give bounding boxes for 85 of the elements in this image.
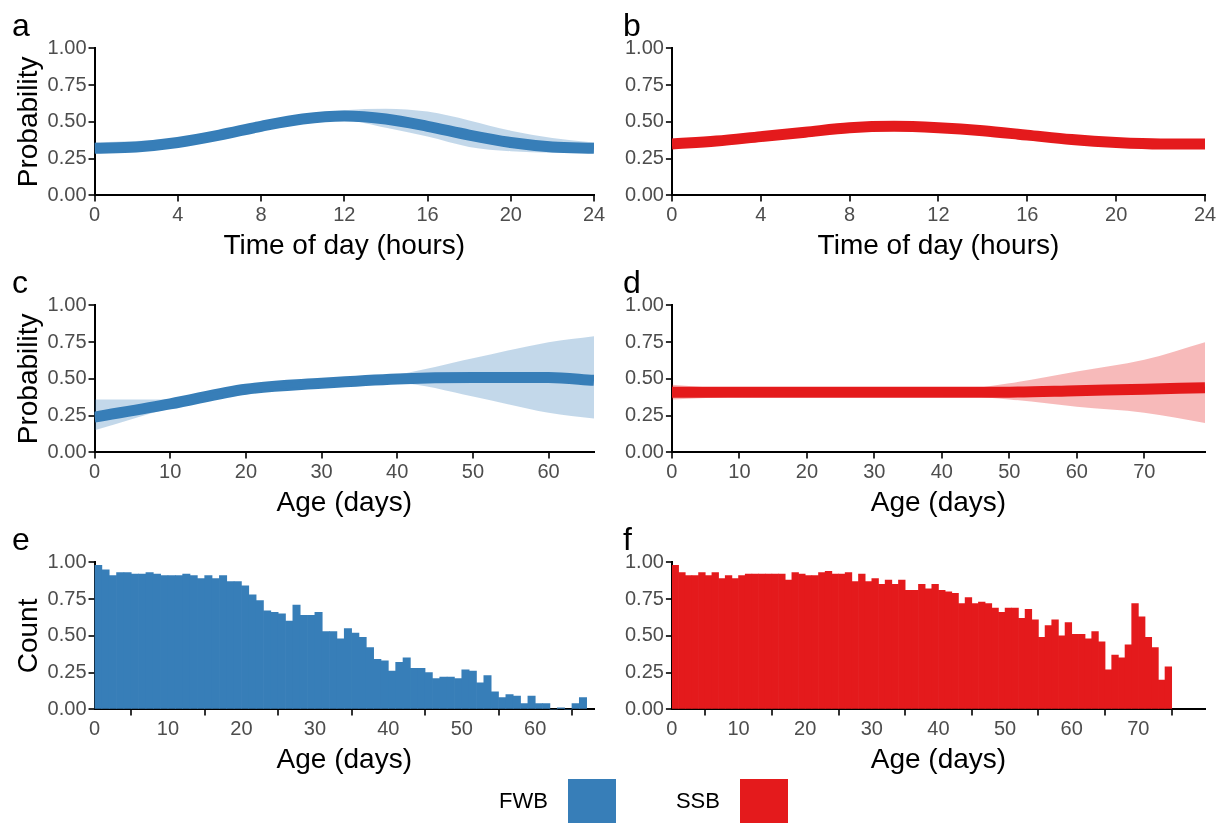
y-tick-label: 1.00 [47, 292, 87, 315]
y-tick-label: 0.75 [624, 329, 664, 352]
x-tick-label: 30 [860, 716, 883, 739]
x-tick-label: 16 [1016, 202, 1039, 225]
y-tick-label: 0.50 [624, 109, 664, 132]
x-tick-label: 40 [930, 459, 953, 482]
x-tick-label: 70 [1133, 459, 1156, 482]
x-tick-label: 10 [728, 459, 751, 482]
x-tick-label: 4 [755, 202, 767, 225]
y-tick-label: 0.00 [47, 182, 87, 205]
y-tick-label: 0.75 [47, 586, 87, 609]
x-tick-label: 20 [794, 716, 817, 739]
y-tick-label: 0.25 [47, 660, 87, 683]
x-tick-label: 20 [499, 202, 522, 225]
y-tick-label: 0.50 [624, 366, 664, 389]
x-tick-label: 30 [863, 459, 886, 482]
legend-label: FWB [499, 788, 548, 814]
x-tick-label: 60 [537, 459, 560, 482]
y-tick-label: 0.50 [47, 366, 87, 389]
x-tick-label: 16 [416, 202, 439, 225]
x-tick-label: 10 [159, 459, 182, 482]
x-tick-label: 0 [666, 716, 678, 739]
x-tick-label: 8 [844, 202, 856, 225]
y-tick-label: 0.75 [47, 72, 87, 95]
y-tick-label: 0.00 [624, 439, 664, 462]
y-tick-label: 0.25 [624, 403, 664, 426]
y-tick-label: 0.75 [47, 329, 87, 352]
x-tick-label: 20 [1105, 202, 1128, 225]
y-tick-label: 0.50 [624, 623, 664, 646]
x-tick-label: 50 [450, 716, 473, 739]
y-tick-label: 0.25 [624, 660, 664, 683]
x-tick-label: 30 [310, 459, 333, 482]
x-tick-label: 20 [230, 716, 253, 739]
x-tick-label: 40 [377, 716, 400, 739]
chart-title: a [12, 7, 30, 44]
x-tick-label: 0 [88, 202, 101, 225]
y-tick-label: 0.25 [624, 146, 664, 169]
legend-label: SSB [675, 788, 720, 814]
x-tick-label: 60 [1065, 459, 1088, 482]
x-axis-title: Age (days) [870, 485, 1007, 517]
x-tick-label: 4 [172, 202, 184, 225]
x-axis-title: Age (days) [870, 742, 1007, 774]
x-tick-label: 24 [1193, 202, 1217, 225]
y-tick-label: 0.75 [624, 72, 664, 95]
y-tick-label: 0.00 [47, 696, 87, 719]
x-tick-label: 20 [234, 459, 258, 482]
x-tick-label: 0 [666, 459, 678, 482]
x-tick-label: 12 [333, 202, 356, 225]
x-tick-label: 0 [88, 716, 101, 739]
chart-title: e [12, 521, 30, 558]
y-tick-label: 0.00 [47, 439, 87, 462]
x-tick-label: 10 [727, 716, 750, 739]
y-tick-label: 0.50 [47, 623, 87, 646]
y-axis-title: Probability [11, 56, 43, 188]
y-tick-label: 0.50 [47, 109, 87, 132]
x-axis-title: Time of day (hours) [817, 228, 1060, 260]
chart-title: c [12, 264, 28, 301]
x-tick-label: 12 [927, 202, 950, 225]
x-tick-label: 40 [927, 716, 950, 739]
y-tick-label: 0.00 [624, 696, 664, 719]
x-tick-label: 0 [666, 202, 678, 225]
x-tick-label: 70 [1127, 716, 1150, 739]
y-axis-title: Probability [11, 313, 43, 445]
x-tick-label: 50 [461, 459, 485, 482]
x-tick-label: 0 [88, 459, 101, 482]
x-tick-label: 30 [303, 716, 327, 739]
x-tick-label: 50 [993, 716, 1017, 739]
x-tick-label: 60 [1060, 716, 1083, 739]
x-axis-title: Age (days) [276, 742, 412, 774]
x-axis-title: Time of day (hours) [223, 228, 466, 260]
x-tick-label: 20 [795, 459, 819, 482]
x-tick-label: 60 [524, 716, 547, 739]
x-tick-label: 50 [998, 459, 1021, 482]
x-tick-label: 10 [156, 716, 180, 739]
x-tick-label: 8 [255, 202, 267, 225]
x-axis-title: Age (days) [276, 485, 412, 517]
x-tick-label: 40 [386, 459, 409, 482]
y-tick-label: 0.00 [624, 182, 664, 205]
y-tick-label: 0.25 [47, 146, 87, 169]
y-tick-label: 1.00 [47, 549, 87, 572]
y-tick-label: 1.00 [47, 35, 87, 58]
x-tick-label: 24 [582, 202, 606, 225]
y-tick-label: 0.75 [624, 586, 664, 609]
y-axis-title: Count [11, 598, 43, 674]
y-tick-label: 0.25 [47, 403, 87, 426]
